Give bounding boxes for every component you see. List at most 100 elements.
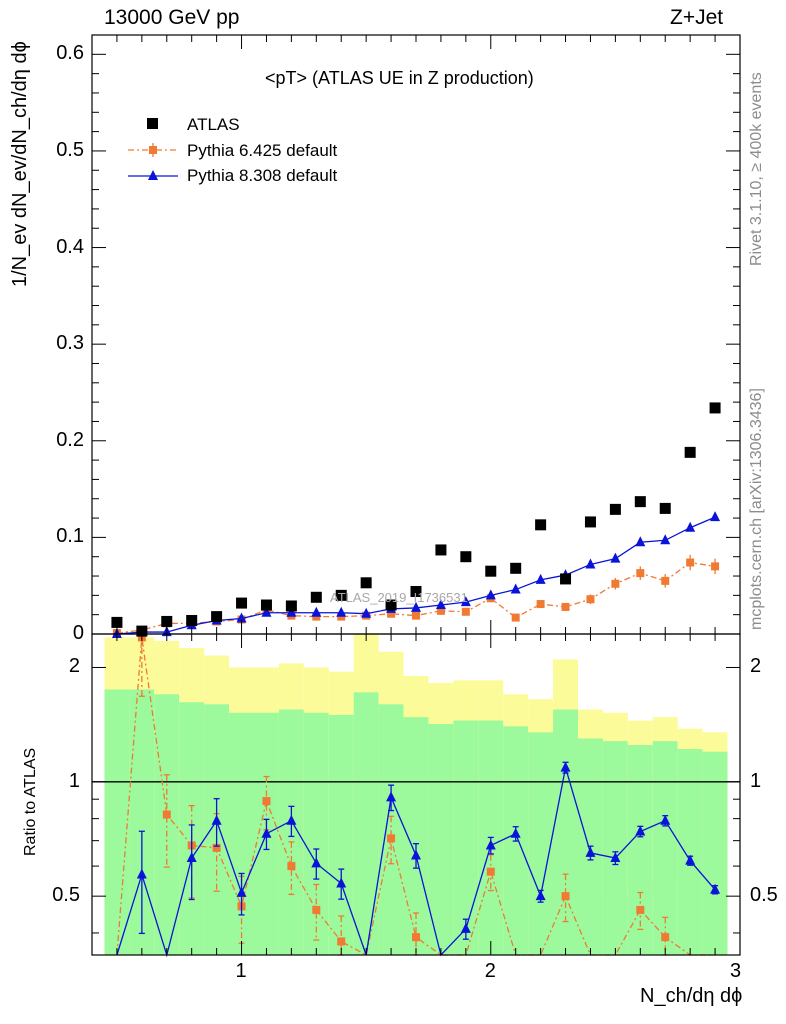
atlas-point: [634, 496, 646, 508]
pythia8-ratio-point: [710, 883, 721, 894]
pythia8-point: [361, 607, 372, 618]
pythia8-point: [585, 558, 596, 569]
atlas-point: [211, 611, 223, 623]
pythia8-ratio-point: [261, 827, 272, 838]
pythia6-point: [636, 569, 645, 578]
axis-ticks: [92, 35, 740, 955]
pythia8-point: [660, 534, 671, 545]
mcplots-label: mcplots.cern.ch [arXiv:1306.3436]: [748, 388, 765, 630]
pythia6-ratio-point: [287, 862, 296, 871]
main-series-layer: [111, 402, 721, 638]
atlas-point: [435, 544, 447, 556]
atlas-point: [310, 591, 322, 603]
rivet-label: Rivet 3.1.10, ≥ 400k events: [748, 72, 765, 266]
green-band-bin: [328, 714, 354, 955]
pythia8-point: [610, 552, 621, 563]
ratio-y-tick-label-left: 0.5: [52, 884, 80, 907]
pythia8-point: [236, 612, 247, 623]
pythia6-ratio-point: [412, 933, 420, 942]
pythia8-ratio-point: [411, 849, 421, 860]
main-y-axis-label: 1/N_ev dN_ev/dN_ch/dη dϕ: [9, 41, 31, 287]
atlas-point: [560, 573, 572, 585]
pythia6-point: [586, 595, 595, 604]
green-band-bin: [702, 751, 728, 955]
green-band-bin: [353, 692, 379, 955]
green-band-bin: [602, 741, 628, 955]
atlas-point: [659, 502, 671, 514]
main-y-tick-label: 0.3: [56, 332, 84, 355]
pythia6-point: [561, 602, 570, 611]
pythia6-ratio-point: [337, 937, 346, 946]
pythia6-ratio-point: [262, 797, 271, 806]
ratio-y-tick-label-left: 1: [68, 769, 80, 792]
pythia8-ratio-point: [685, 854, 696, 865]
atlas-point: [485, 565, 497, 577]
pythia6-point: [661, 576, 670, 585]
main-y-tick-label: 0.6: [56, 42, 84, 65]
ratio-y-tick-label-right: 1: [750, 769, 762, 792]
plot-title: <pT> (ATLAS UE in Z production): [265, 68, 534, 88]
green-band-bin: [528, 732, 554, 955]
main-y-tick-label: 0.5: [56, 138, 84, 161]
atlas-point: [584, 516, 596, 528]
pythia8-ratio-point: [211, 814, 222, 825]
pythia6-point: [461, 607, 470, 616]
pythia8-ratio-point: [635, 825, 646, 836]
pythia8-point: [261, 606, 272, 617]
atlas-point: [111, 616, 123, 628]
pythia8-ratio-point: [236, 886, 247, 897]
main-y-tick-label: 0.4: [56, 235, 84, 258]
legend-item-py8: Pythia 8.308 default: [124, 166, 384, 188]
atlas-point: [360, 577, 372, 589]
pythia6-point: [711, 562, 720, 571]
pythia8-point: [535, 573, 546, 584]
pythia8-point: [635, 536, 646, 547]
pythia6-point: [436, 606, 445, 615]
pythia8-ratio-point: [560, 761, 571, 772]
pythia6-point: [611, 579, 620, 588]
main-y-tick-label: 0.1: [56, 525, 84, 548]
pythia8-ratio-point: [336, 877, 347, 888]
pythia6-point: [387, 609, 396, 618]
ratio-uncertainty-bands: [92, 634, 740, 955]
pythia8-ratio-point: [485, 839, 496, 850]
pythia8-point: [460, 596, 471, 607]
atlas-point: [236, 597, 248, 609]
pythia8-ratio-point: [585, 846, 596, 857]
atlas-point: [385, 599, 397, 611]
main-y-tick-label: 0.2: [56, 428, 84, 451]
pythia8-point: [435, 599, 446, 610]
atlas-point: [186, 614, 198, 626]
ratio-y-axis-label: Ratio to ATLAS: [22, 747, 39, 856]
analysis-watermark: ATLAS_2019_I1736531: [330, 590, 468, 605]
x-tick-label: 1: [235, 960, 247, 982]
green-band-bin: [553, 709, 578, 955]
pythia8-ratio-point: [660, 814, 671, 825]
green-band-bin: [428, 723, 454, 955]
ratio-y-tick-label-right: 0.5: [750, 884, 778, 907]
atlas-point: [161, 615, 173, 627]
legend-label-py8: Pythia 8.308 default: [187, 166, 338, 185]
pythia8-ratio-point: [510, 827, 521, 838]
pythia8-ratio-point: [286, 814, 297, 825]
legend-marker-py6: [149, 146, 157, 154]
atlas-point: [260, 599, 272, 611]
ratio-series-layer: [116, 633, 721, 958]
atlas-point: [285, 600, 297, 612]
pythia6-ratio-point: [387, 834, 396, 843]
pythia6-ratio-point: [636, 905, 645, 914]
pythia8-point: [510, 583, 521, 594]
pythia8-point: [685, 521, 696, 532]
green-band-bin: [303, 712, 329, 955]
x-tick-label: 3: [730, 960, 742, 982]
x-axis-label: N_ch/dη dϕ: [640, 985, 743, 1007]
legend-label-atlas: ATLAS: [187, 115, 240, 134]
main-y-tick-label: 0: [72, 622, 84, 644]
green-band-bin: [677, 749, 703, 955]
ratio-y-tick-label-left: 2: [68, 655, 80, 678]
pythia6-ratio-point: [312, 905, 321, 914]
green-band-bin: [453, 720, 479, 955]
legend-label-py6: Pythia 6.425 default: [187, 141, 338, 160]
pythia8-point: [311, 606, 322, 617]
pythia8-ratio-point: [136, 868, 147, 879]
